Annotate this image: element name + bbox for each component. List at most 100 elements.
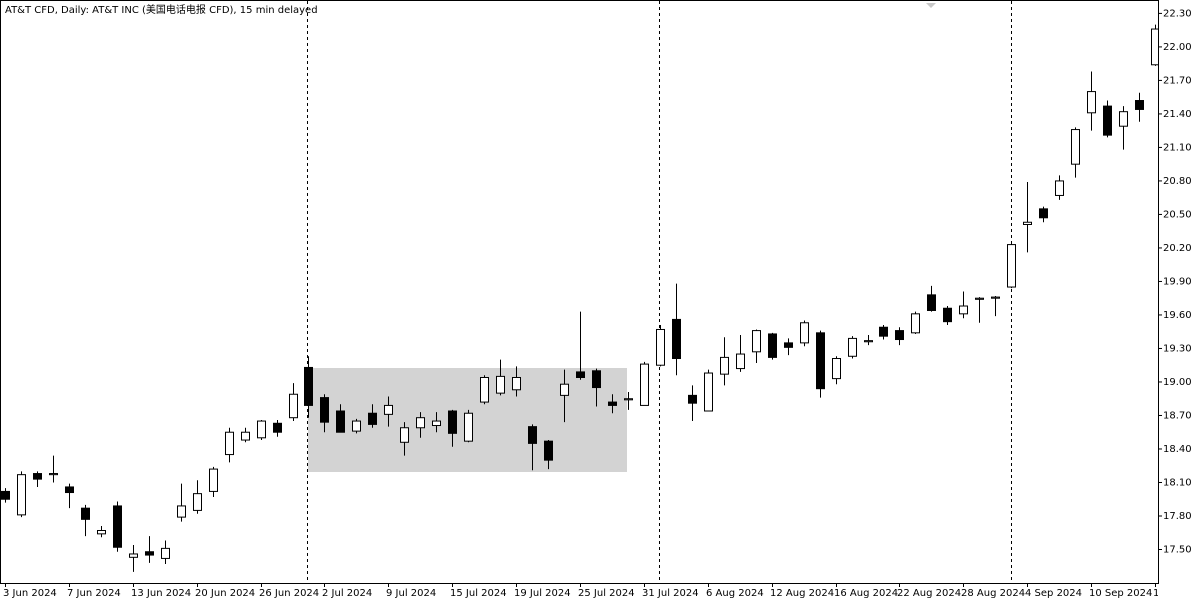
candle-body: [1055, 180, 1064, 196]
candle-body: [656, 328, 665, 366]
candle-body: [704, 372, 713, 412]
candle-body: [384, 404, 393, 415]
x-tick-label: 9 Jul 2024: [386, 588, 436, 599]
y-tick-label: 17.80: [1163, 511, 1192, 522]
candle-body: [368, 412, 377, 425]
candle-body: [959, 305, 968, 315]
candle-body: [864, 340, 873, 343]
candle-body: [911, 313, 920, 334]
y-tick-label: 18.10: [1163, 477, 1192, 488]
candle-body: [1023, 221, 1032, 225]
y-tick-label: 19.30: [1163, 343, 1192, 354]
y-tick-label: 22.00: [1163, 42, 1192, 53]
y-tick-label: 19.90: [1163, 276, 1192, 287]
candle-body: [800, 322, 809, 344]
candle-body: [688, 394, 697, 404]
candle-body: [1119, 111, 1128, 127]
candle-body: [544, 440, 553, 461]
candle-body: [400, 427, 409, 443]
x-tick-label: 19 Jul 2024: [514, 588, 571, 599]
x-tick-label: 6 Aug 2024: [706, 588, 764, 599]
candle-body: [81, 507, 90, 520]
candle-body: [592, 370, 601, 389]
x-tick-label: 25 Jul 2024: [578, 588, 635, 599]
candle-body: [832, 358, 841, 380]
candle-body: [65, 486, 74, 494]
x-tick-label: 16 Aug 2024: [834, 588, 898, 599]
y-tick-label: 20.80: [1163, 176, 1192, 187]
candle-body: [161, 547, 170, 559]
candle-body: [1135, 100, 1144, 110]
candle-body: [624, 398, 633, 401]
x-tick-label: 12 Aug 2024: [770, 588, 834, 599]
shift-marker: [926, 3, 936, 8]
y-tick-label: 21.10: [1163, 142, 1192, 153]
candle-body: [895, 330, 904, 341]
candle-body: [608, 401, 617, 406]
candle-body: [209, 468, 218, 492]
candle-body: [17, 474, 26, 516]
candle-body: [528, 426, 537, 444]
candle-body: [177, 505, 186, 518]
candle-body: [752, 330, 761, 353]
candle-body: [257, 420, 266, 439]
x-tick-label: 15 Jul 2024: [450, 588, 507, 599]
x-tick-label: 13 Jun 2024: [131, 588, 191, 599]
candle-body: [816, 332, 825, 390]
x-tick-label: 4 Sep 2024: [1025, 588, 1082, 599]
y-tick-label: 18.70: [1163, 410, 1192, 421]
candle-body: [129, 553, 138, 558]
candle-body: [49, 473, 58, 476]
candle-body: [416, 417, 425, 429]
x-tick-label: 31 Jul 2024: [642, 588, 699, 599]
candle-body: [640, 363, 649, 406]
x-tick-label: 16 Sep 2: [1153, 588, 1192, 599]
candle-body: [784, 342, 793, 348]
candle-body: [991, 296, 1000, 299]
x-tick-label: 7 Jun 2024: [67, 588, 121, 599]
candle-body: [1071, 129, 1080, 165]
candle-body: [113, 505, 122, 548]
candle-body: [1007, 244, 1016, 288]
candle-body: [97, 530, 106, 535]
y-tick-label: 21.40: [1163, 109, 1192, 120]
candle-body: [943, 307, 952, 323]
candle-body: [273, 422, 282, 433]
candle-body: [480, 376, 489, 403]
y-tick-label: 19.00: [1163, 377, 1192, 388]
candle-body: [464, 412, 473, 442]
candle-body: [320, 397, 329, 423]
candles: [1, 24, 1158, 572]
candle-body: [1103, 105, 1112, 136]
candle-body: [336, 410, 345, 433]
candle-body: [560, 383, 569, 396]
candle-body: [193, 493, 202, 511]
y-tick-label: 17.50: [1163, 544, 1192, 555]
y-tick-label: 19.60: [1163, 310, 1192, 321]
candle-body: [145, 551, 154, 556]
candle-body: [1087, 91, 1096, 114]
plot-frame: [0, 0, 1159, 584]
candle-body: [289, 393, 298, 419]
candle-body: [927, 294, 936, 311]
x-tick-label: 26 Jun 2024: [259, 588, 319, 599]
candle-body: [879, 326, 888, 337]
candle-body: [848, 337, 857, 357]
candle-body: [768, 333, 777, 358]
x-tick-label: 3 Jun 2024: [3, 588, 57, 599]
candle-body: [352, 420, 361, 432]
y-tick-label: 18.40: [1163, 444, 1192, 455]
candle-body: [1151, 28, 1158, 66]
candle-body: [1, 490, 10, 500]
candle-body: [448, 410, 457, 434]
x-tick-label: 22 Aug 2024: [897, 588, 961, 599]
candle-body: [496, 375, 505, 394]
candle-body: [672, 318, 681, 360]
y-tick-label: 20.20: [1163, 243, 1192, 254]
candle-body: [225, 431, 234, 456]
x-tick-label: 20 Jun 2024: [195, 588, 255, 599]
x-tick-label: 2 Jul 2024: [322, 588, 372, 599]
candle-body: [1039, 208, 1048, 219]
candle-body: [576, 371, 585, 378]
